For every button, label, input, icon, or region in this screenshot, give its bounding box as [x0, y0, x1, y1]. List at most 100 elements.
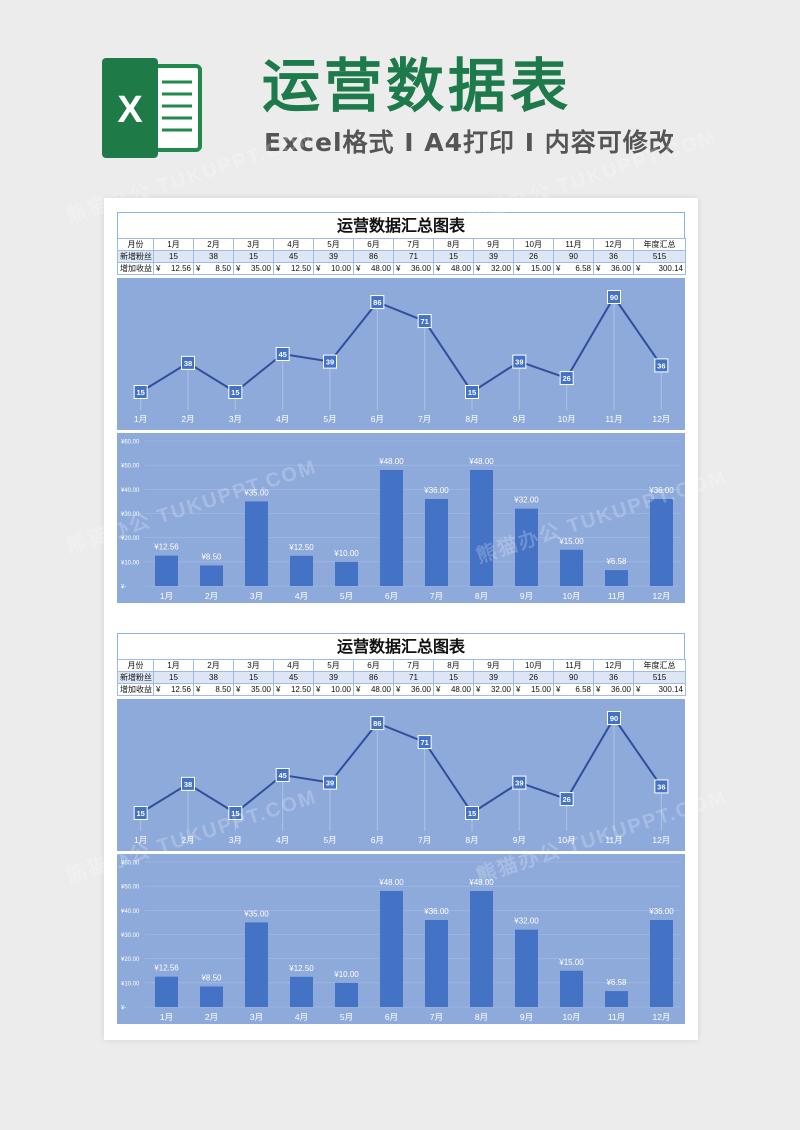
revenue-cell[interactable]: ¥32.00: [473, 262, 514, 275]
fans-cell[interactable]: 15: [233, 250, 274, 263]
fans-cell[interactable]: 39: [313, 671, 354, 684]
data-point[interactable]: [133, 385, 148, 399]
month-header[interactable]: 12月: [593, 659, 634, 672]
revenue-cell[interactable]: ¥10.00: [313, 262, 354, 275]
month-header[interactable]: 5月: [313, 238, 354, 251]
fans-cell[interactable]: 86: [353, 250, 394, 263]
fans-cell[interactable]: 26: [513, 250, 554, 263]
fans-cell[interactable]: 71: [393, 250, 434, 263]
revenue-cell[interactable]: ¥36.00: [393, 262, 434, 275]
fans-total[interactable]: 515: [633, 671, 686, 684]
month-header[interactable]: 12月: [593, 238, 634, 251]
fans-cell[interactable]: 86: [353, 671, 394, 684]
data-point[interactable]: [512, 354, 527, 369]
revenue-bar[interactable]: [245, 501, 268, 586]
revenue-bar[interactable]: [650, 920, 673, 1007]
row-label[interactable]: 月份: [117, 659, 154, 672]
total-header[interactable]: 年度汇总: [633, 238, 686, 251]
revenue-cell[interactable]: ¥6.58: [553, 262, 594, 275]
revenue-bar[interactable]: [605, 570, 628, 586]
month-header[interactable]: 4月: [273, 238, 314, 251]
month-header[interactable]: 9月: [473, 659, 514, 672]
revenue-bar[interactable]: [290, 976, 313, 1007]
revenue-cell[interactable]: ¥12.50: [273, 683, 314, 696]
fans-cell[interactable]: 15: [433, 250, 474, 263]
month-header[interactable]: 9月: [473, 238, 514, 251]
month-header[interactable]: 7月: [393, 659, 434, 672]
data-point[interactable]: [417, 735, 432, 750]
revenue-bar[interactable]: [650, 499, 673, 586]
month-header[interactable]: 7月: [393, 238, 434, 251]
row-label[interactable]: 新增粉丝: [117, 250, 154, 263]
revenue-bar[interactable]: [605, 991, 628, 1007]
revenue-cell[interactable]: ¥15.00: [513, 683, 554, 696]
revenue-bar[interactable]: [425, 499, 448, 586]
total-header[interactable]: 年度汇总: [633, 659, 686, 672]
fans-cell[interactable]: 90: [553, 671, 594, 684]
fans-cell[interactable]: 15: [153, 671, 194, 684]
fans-cell[interactable]: 39: [313, 250, 354, 263]
revenue-cell[interactable]: ¥36.00: [593, 683, 634, 696]
data-point[interactable]: [228, 806, 243, 820]
data-point[interactable]: [228, 385, 243, 399]
fans-cell[interactable]: 71: [393, 671, 434, 684]
data-point[interactable]: [512, 775, 527, 790]
data-point[interactable]: [465, 806, 479, 820]
month-header[interactable]: 11月: [553, 659, 594, 672]
data-point[interactable]: [559, 371, 574, 386]
month-header[interactable]: 3月: [233, 238, 274, 251]
revenue-bar[interactable]: [470, 891, 493, 1007]
revenue-bar[interactable]: [335, 982, 358, 1007]
revenue-bar[interactable]: [380, 891, 403, 1007]
revenue-bar[interactable]: [335, 561, 358, 586]
revenue-cell[interactable]: ¥32.00: [473, 683, 514, 696]
fans-cell[interactable]: 45: [273, 671, 314, 684]
month-header[interactable]: 10月: [513, 659, 554, 672]
data-point[interactable]: [465, 385, 479, 399]
month-header[interactable]: 6月: [353, 238, 394, 251]
data-point[interactable]: [654, 779, 669, 794]
revenue-bar[interactable]: [155, 555, 178, 586]
revenue-bar[interactable]: [515, 508, 538, 586]
revenue-bar[interactable]: [380, 470, 403, 586]
revenue-cell[interactable]: ¥48.00: [433, 262, 474, 275]
data-point[interactable]: [181, 776, 195, 791]
data-point[interactable]: [181, 355, 195, 370]
fans-cell[interactable]: 39: [473, 250, 514, 263]
revenue-cell[interactable]: ¥12.56: [153, 683, 194, 696]
row-label[interactable]: 月份: [117, 238, 154, 251]
month-header[interactable]: 11月: [553, 238, 594, 251]
month-header[interactable]: 5月: [313, 659, 354, 672]
fans-cell[interactable]: 45: [273, 250, 314, 263]
revenue-total[interactable]: ¥300.14: [633, 262, 686, 275]
fans-cell[interactable]: 90: [553, 250, 594, 263]
revenue-bar[interactable]: [515, 929, 538, 1007]
data-point[interactable]: [417, 314, 432, 329]
month-header[interactable]: 2月: [193, 238, 234, 251]
data-point[interactable]: [607, 711, 621, 725]
fans-cell[interactable]: 36: [593, 671, 634, 684]
revenue-bar[interactable]: [245, 922, 268, 1007]
data-point[interactable]: [370, 716, 385, 731]
revenue-cell[interactable]: ¥36.00: [593, 262, 634, 275]
revenue-cell[interactable]: ¥36.00: [393, 683, 434, 696]
month-header[interactable]: 6月: [353, 659, 394, 672]
fans-cell[interactable]: 15: [153, 250, 194, 263]
row-label[interactable]: 新增粉丝: [117, 671, 154, 684]
month-header[interactable]: 1月: [153, 659, 194, 672]
fans-cell[interactable]: 15: [433, 671, 474, 684]
revenue-cell[interactable]: ¥6.58: [553, 683, 594, 696]
revenue-bar[interactable]: [155, 976, 178, 1007]
revenue-cell[interactable]: ¥35.00: [233, 683, 274, 696]
data-point[interactable]: [323, 775, 337, 790]
data-point[interactable]: [559, 792, 574, 807]
revenue-bar[interactable]: [200, 565, 223, 586]
fans-cell[interactable]: 15: [233, 671, 274, 684]
revenue-cell[interactable]: ¥48.00: [353, 262, 394, 275]
month-header[interactable]: 3月: [233, 659, 274, 672]
revenue-bar[interactable]: [470, 470, 493, 586]
fans-cell[interactable]: 39: [473, 671, 514, 684]
revenue-total[interactable]: ¥300.14: [633, 683, 686, 696]
row-label[interactable]: 增加收益: [117, 262, 154, 275]
revenue-cell[interactable]: ¥10.00: [313, 683, 354, 696]
